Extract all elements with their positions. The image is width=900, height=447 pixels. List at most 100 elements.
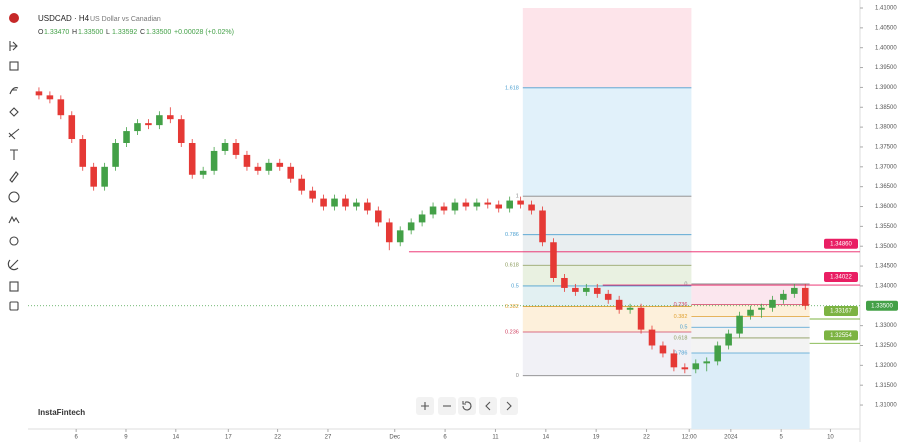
candle-body [593,287,601,294]
candle-body [364,202,371,211]
candle-body [145,123,152,126]
y-tick-label: 1.35500 [875,224,897,230]
fib-label: 0.618 [505,263,519,269]
scroll-right-button[interactable] [500,397,518,415]
zoom-controls [416,397,518,415]
fib-label: 0.786 [505,232,519,238]
candle-body [550,242,557,278]
candle-body [462,202,470,207]
fib-tool[interactable] [8,128,20,140]
fx-tool[interactable] [9,87,19,95]
candle-body [112,142,119,167]
reset-button[interactable] [458,397,476,415]
candle-body [188,142,196,175]
candle-body [254,166,262,171]
flag-icon[interactable] [9,13,19,23]
fib-band [691,327,810,338]
fib-label: 0.618 [674,335,688,341]
trash-tool[interactable] [9,301,19,311]
current-price-label: 1.33500 [871,303,893,309]
candle-body [331,198,338,207]
candle-body [68,115,76,140]
candle-body [90,166,97,187]
fib-label: 1.618 [505,85,519,91]
x-tick-label: 9 [124,435,128,441]
text-tool[interactable] [10,149,18,160]
fib-label: 0 [684,281,687,287]
candle-body [681,367,689,370]
candle-body [758,307,765,310]
fib-zone [522,8,692,88]
y-tick-label: 1.41000 [875,6,897,12]
y-tick-label: 1.38000 [875,125,897,131]
y-tick-label: 1.37000 [875,164,897,170]
measure-tool[interactable] [8,215,20,224]
candle-body [46,95,54,100]
watermark: InstaFintech [38,408,85,417]
level-box-label: 1.33167 [830,309,852,315]
candle-body [583,287,590,292]
candle-body [287,166,295,179]
line-tool[interactable] [9,61,19,71]
candle-body [539,210,546,243]
fib-band [522,87,692,197]
x-tick-label: 12:00 [682,435,698,441]
y-tick-label: 1.38500 [875,105,897,111]
scroll-left-button[interactable] [479,397,497,415]
candle-body [298,178,305,191]
candle-body [626,307,634,310]
y-tick-label: 1.39500 [875,65,897,71]
candle-body [221,142,229,151]
candle-body [495,204,503,209]
y-tick-label: 1.33000 [875,323,897,329]
x-tick-label: 14 [542,435,549,441]
candle-body [473,202,481,207]
level-box-label: 1.34860 [830,241,852,247]
candle-body [725,333,732,346]
fib-label: 0.236 [505,329,519,335]
y-tick-label: 1.35000 [875,244,897,250]
candle-body [243,154,251,167]
fib-band [522,234,692,266]
level-box [824,272,858,283]
fib-band [522,306,692,332]
lock-tool[interactable] [9,281,19,292]
candle-body [309,190,316,199]
y-tick-label: 1.36500 [875,184,897,190]
candle-body [506,200,513,209]
candle-body [375,210,382,223]
y-tick-label: 1.40000 [875,45,897,51]
y-tick-label: 1.32500 [875,343,897,349]
ohlc-header: O 1.33470 H 1.33500 L 1.33592 C 1.33500 +0.00028… [38,29,234,36]
brush-tool[interactable] [9,171,19,183]
candle-body [736,315,743,334]
candle-body [780,293,787,300]
ohlc-value: 1.33500 [146,29,171,36]
candle-body [528,204,535,211]
candle-body [407,222,415,231]
magnet-tool[interactable] [9,236,19,246]
hide-tool[interactable] [7,259,19,271]
candle-body [791,287,798,294]
x-tick-label: 6 [74,435,78,441]
candle-body [123,131,130,143]
ohlc-value: 1.33500 [78,29,103,36]
fib-label: 0.236 [674,302,688,308]
fib-band [691,283,810,305]
fib-label: 0 [516,373,519,379]
candle-body [396,230,404,243]
x-tick-label: 17 [225,435,232,441]
emoji-tool[interactable] [8,191,20,203]
candle-body [385,222,393,243]
x-tick-label: 14 [172,435,179,441]
candle-body [101,166,108,187]
candle-body [320,198,327,207]
x-tick-label: 10 [827,435,834,441]
candle-body [517,200,524,205]
fib-label: 0.5 [511,283,519,289]
pattern-tool[interactable] [9,107,19,117]
fib-label: 0.5 [680,325,688,331]
cursor-tool[interactable] [9,41,18,51]
candle-body [561,277,568,288]
